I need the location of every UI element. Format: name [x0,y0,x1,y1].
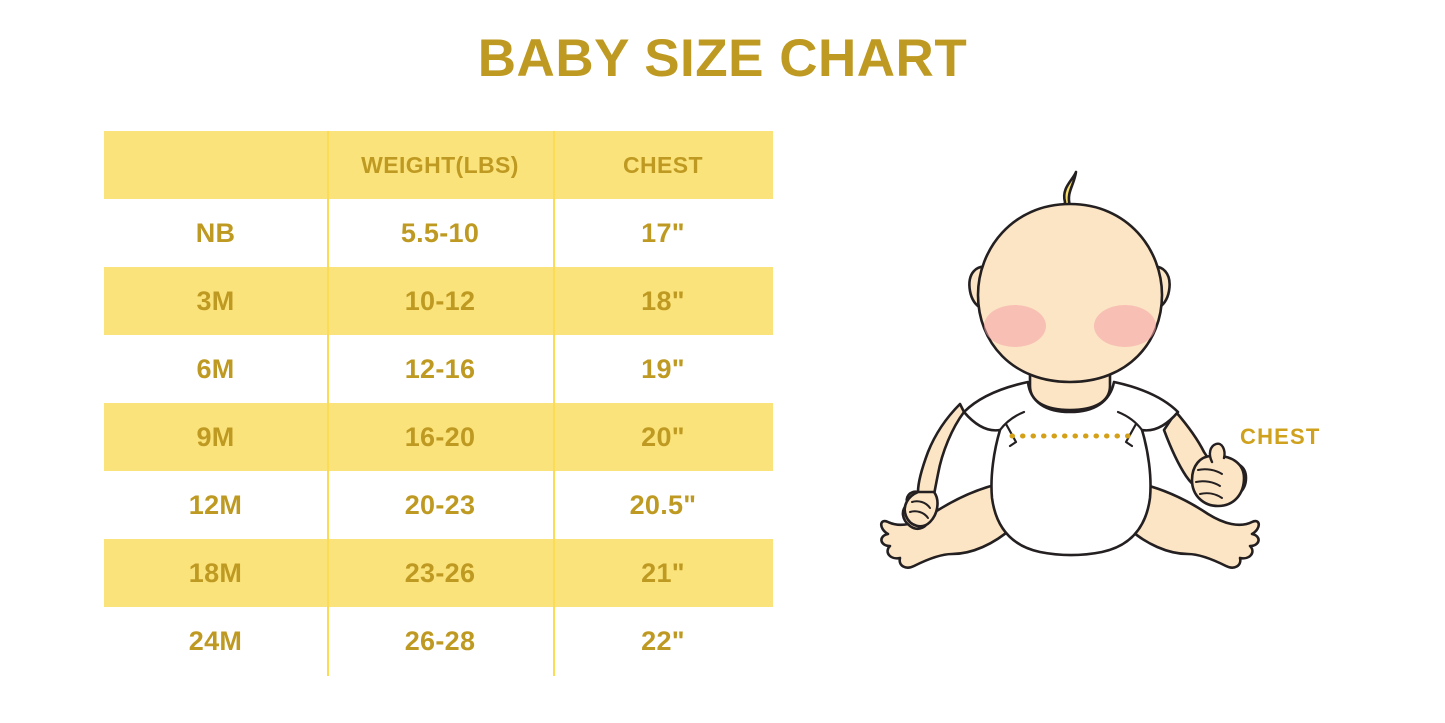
cell-chest: 20" [641,421,685,452]
left-hand-finger-2 [909,510,929,519]
table-row: NB 5.5-10 17" [104,199,773,267]
header-cell-weight: WEIGHT(LBS) [361,151,519,178]
table-row: 18M 23-26 21" [104,539,773,607]
left-armhole-notch [1004,422,1018,448]
cell-chest: 21" [641,557,685,588]
cell-weight: 26-28 [404,625,476,656]
page-title: BABY SIZE CHART [477,29,968,88]
table-row: 3M 10-12 18" [104,267,773,335]
size-table: WEIGHT(LBS) CHEST NB 5.5-10 17" 3M 10-12… [104,131,773,676]
onesie [962,380,1180,557]
right-fist-finger-1 [1197,468,1223,475]
left-blush [984,305,1046,347]
chest-callout-label: CHEST [1240,424,1321,449]
table-row: 9M 16-20 20" [104,403,773,471]
cell-size: 9M [196,421,235,452]
cell-weight: 12-16 [404,353,476,384]
right-blush [1094,305,1156,347]
right-thumb [1208,442,1226,464]
cell-chest: 22" [641,625,685,656]
cell-size: 18M [188,557,243,588]
right-fist-finger-2 [1195,480,1221,487]
cell-size: 12M [188,489,243,520]
right-armhole-notch [1124,422,1138,448]
table-row: 6M 12-16 19" [104,335,773,403]
cell-chest: 20.5" [629,489,697,520]
cell-size: NB [195,217,236,248]
table-header-row: WEIGHT(LBS) CHEST [104,131,773,199]
cell-size: 6M [196,353,235,384]
left-hand [903,490,939,528]
cell-weight: 10-12 [404,285,476,316]
head [976,202,1164,384]
cell-weight: 20-23 [404,489,476,520]
cell-chest: 19" [641,353,685,384]
cell-size: 24M [188,625,243,656]
header-cell-chest: CHEST [623,151,703,178]
cell-chest: 18" [641,285,685,316]
left-hand-finger-1 [911,500,931,509]
table-row: 24M 26-28 22" [104,607,773,675]
cell-chest: 17" [641,217,685,248]
cell-weight: 23-26 [404,557,476,588]
baby-illustration [860,150,1280,610]
right-sleeve-seam [1116,410,1144,432]
table-row: 12M 20-23 20.5" [104,471,773,539]
cell-size: 3M [196,285,235,316]
column-divider [553,131,555,676]
right-fist-finger-3 [1199,492,1223,499]
cell-weight: 5.5-10 [400,217,480,248]
left-sleeve-seam [998,410,1026,432]
cell-weight: 16-20 [404,421,476,452]
column-divider [327,131,329,676]
